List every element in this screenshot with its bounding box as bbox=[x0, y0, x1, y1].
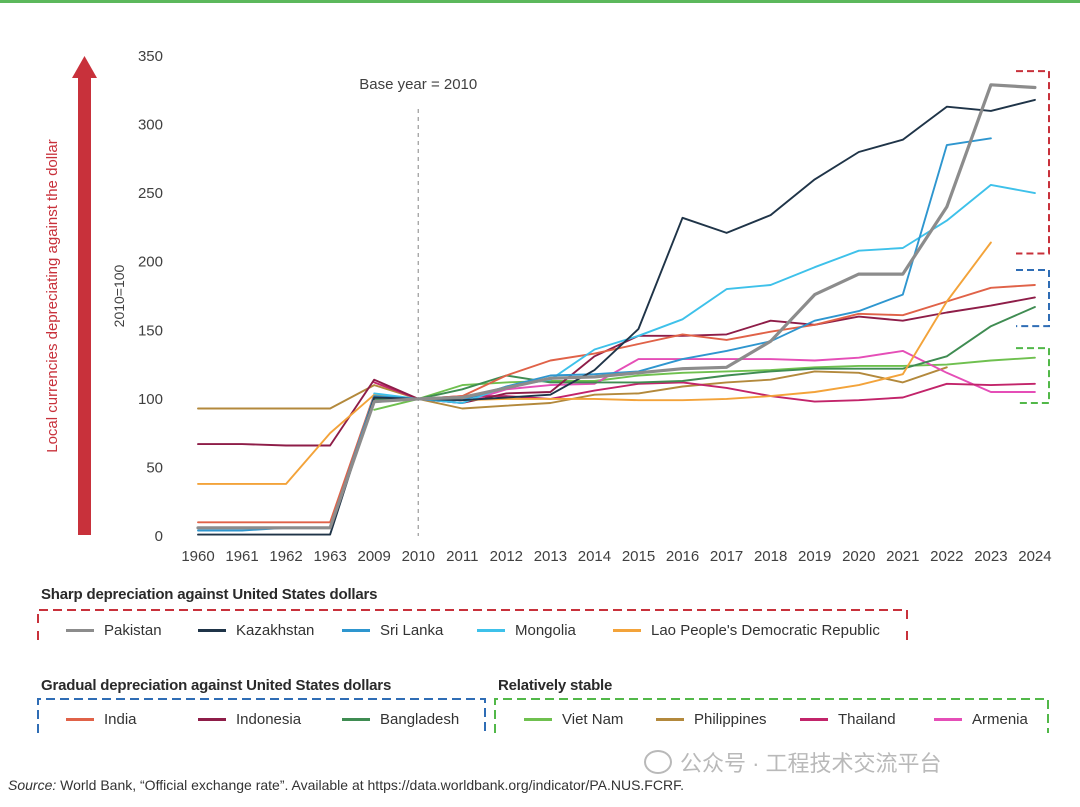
series-line-mongolia bbox=[373, 183, 1036, 404]
legend-swatch-sri-lanka bbox=[342, 629, 370, 632]
legend-item-philippines: Philippines bbox=[656, 711, 767, 728]
watermark: 公众号 · 工程技术交流平台 bbox=[644, 746, 942, 778]
legend-swatch-bangladesh bbox=[342, 718, 370, 721]
x-tick-label: 2010 bbox=[402, 548, 435, 565]
legend-swatch-india bbox=[66, 718, 94, 721]
legend-swatch-indonesia bbox=[198, 718, 226, 721]
series-line-kazakhstan bbox=[197, 98, 1036, 536]
x-tick-label: 2011 bbox=[446, 548, 478, 565]
legend-label-lao: Lao People's Democratic Republic bbox=[651, 622, 880, 639]
x-tick-label: 2009 bbox=[358, 548, 391, 565]
legend-swatch-viet-nam bbox=[524, 718, 552, 721]
legend-item-sri-lanka: Sri Lanka bbox=[342, 622, 443, 639]
series-line-indonesia bbox=[197, 296, 1036, 447]
x-tick-label: 1962 bbox=[269, 548, 302, 565]
y-tick-label: 0 bbox=[155, 528, 163, 545]
depreciation-arrow-head-icon bbox=[72, 56, 97, 78]
source-text: World Bank, “Official exchange rate”. Av… bbox=[56, 777, 684, 793]
legend-label-viet-nam: Viet Nam bbox=[562, 711, 624, 728]
source-note: Source: World Bank, “Official exchange r… bbox=[8, 777, 684, 793]
group-bracket-stable bbox=[1016, 347, 1050, 404]
x-tick-label: 2022 bbox=[930, 548, 963, 565]
group-bracket-sharp bbox=[1016, 70, 1050, 255]
legend-label-india: India bbox=[104, 711, 137, 728]
y-tick-label: 150 bbox=[138, 322, 163, 339]
legend-label-indonesia: Indonesia bbox=[236, 711, 302, 728]
x-tick-label: 2014 bbox=[578, 548, 611, 565]
y-tick-label: 50 bbox=[146, 459, 163, 476]
x-tick-label: 2017 bbox=[710, 548, 743, 565]
legend-swatch-philippines bbox=[656, 718, 684, 721]
x-tick-label: 2015 bbox=[622, 548, 655, 565]
series-line-pakistan bbox=[196, 83, 1037, 530]
legend-swatch-mongolia bbox=[477, 629, 505, 632]
y-tick-label: 100 bbox=[138, 391, 163, 408]
x-tick-label: 2012 bbox=[490, 548, 523, 565]
x-tick-label: 1961 bbox=[225, 548, 258, 565]
x-tick-label: 2019 bbox=[798, 548, 831, 565]
arrow-label: Local currencies depreciating against th… bbox=[44, 139, 61, 453]
legend-swatch-thailand bbox=[800, 718, 828, 721]
wechat-icon bbox=[644, 750, 672, 774]
x-tick-label: 2020 bbox=[842, 548, 875, 565]
top-rule bbox=[0, 0, 1080, 3]
series-line-india bbox=[197, 284, 1036, 524]
series-line-thailand bbox=[373, 381, 1036, 403]
legend-item-indonesia: Indonesia bbox=[198, 711, 301, 728]
series-line-lao-people-s-democratic-republic bbox=[197, 241, 992, 485]
legend-label-armenia: Armenia bbox=[972, 711, 1028, 728]
legend-sharp-box bbox=[37, 609, 908, 644]
y-tick-label: 250 bbox=[138, 185, 163, 202]
y-tick-label: 300 bbox=[138, 117, 163, 134]
legend-item-viet-nam: Viet Nam bbox=[524, 711, 623, 728]
depreciation-arrow-shaft bbox=[78, 76, 91, 535]
base-year-label: Base year = 2010 bbox=[359, 76, 477, 93]
legend-swatch-armenia bbox=[934, 718, 962, 721]
legend-item-bangladesh: Bangladesh bbox=[342, 711, 459, 728]
x-tick-label: 2023 bbox=[974, 548, 1007, 565]
legend-item-mongolia: Mongolia bbox=[477, 622, 576, 639]
x-tick-label: 2021 bbox=[886, 548, 919, 565]
series-line-viet-nam bbox=[373, 356, 1036, 411]
legend-gradual-title: Gradual depreciation against United Stat… bbox=[41, 677, 392, 694]
legend-stable-title: Relatively stable bbox=[498, 677, 613, 694]
legend-item-lao: Lao People's Democratic Republic bbox=[613, 622, 880, 639]
legend-swatch-kazakhstan bbox=[198, 629, 226, 632]
y-axis-title: 2010=100 bbox=[111, 264, 127, 327]
legend-item-armenia: Armenia bbox=[934, 711, 1028, 728]
legend-label-mongolia: Mongolia bbox=[515, 622, 576, 639]
legend-item-pakistan: Pakistan bbox=[66, 622, 162, 639]
legend-swatch-lao bbox=[613, 629, 641, 632]
x-tick-label: 2013 bbox=[534, 548, 567, 565]
depreciation-line-chart: 0 50 100 150 200 250 300 350 1960 1961 1962 1963 200… bbox=[44, 48, 1052, 565]
legend-stable-box bbox=[494, 698, 1049, 733]
y-tick-label: 350 bbox=[138, 48, 163, 65]
legend-swatch-pakistan bbox=[66, 629, 94, 632]
legend-label-philippines: Philippines bbox=[694, 711, 767, 728]
series-line-sri-lanka bbox=[197, 137, 992, 532]
x-tick-label: 2024 bbox=[1018, 548, 1051, 565]
x-tick-label: 1963 bbox=[313, 548, 346, 565]
legend-item-thailand: Thailand bbox=[800, 711, 896, 728]
legend-sharp-title: Sharp depreciation against United States… bbox=[41, 586, 378, 603]
legend-label-thailand: Thailand bbox=[838, 711, 896, 728]
watermark-text: 公众号 · 工程技术交流平台 bbox=[680, 751, 942, 776]
legend-gradual-box bbox=[37, 698, 486, 733]
y-tick-label: 200 bbox=[138, 254, 163, 271]
legend-item-india: India bbox=[66, 711, 137, 728]
legend-label-kazakhstan: Kazakhstan bbox=[236, 622, 315, 639]
legend-label-pakistan: Pakistan bbox=[104, 622, 162, 639]
legend-label-sri-lanka: Sri Lanka bbox=[380, 622, 444, 639]
x-tick-label: 1960 bbox=[181, 548, 214, 565]
series-line-bangladesh bbox=[373, 306, 1036, 400]
group-bracket-gradual bbox=[1016, 268, 1050, 328]
legend-item-kazakhstan: Kazakhstan bbox=[198, 622, 314, 639]
source-label: Source: bbox=[8, 777, 57, 793]
x-tick-label: 2016 bbox=[666, 548, 699, 565]
x-tick-label: 2018 bbox=[754, 548, 787, 565]
legend-label-bangladesh: Bangladesh bbox=[380, 711, 460, 728]
